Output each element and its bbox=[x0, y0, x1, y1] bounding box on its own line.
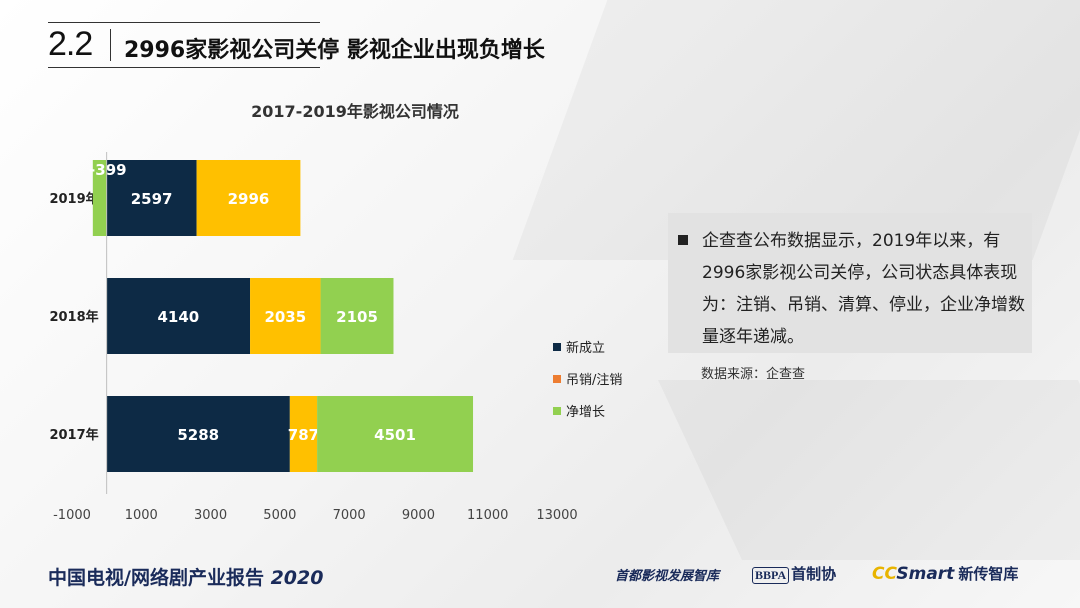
bar-revoked-cancelled bbox=[250, 278, 321, 354]
bar-value-label: 2996 bbox=[228, 190, 270, 208]
info-box: 企查查公布数据显示，2019年以来，有2996家影视公司关停，公司状态具体表现为… bbox=[668, 213, 1032, 353]
x-tick-label: -1000 bbox=[53, 508, 91, 523]
bbpa-mark: BBPA bbox=[752, 567, 790, 584]
think-tank-logo: 首都影视发展智库 bbox=[615, 569, 720, 584]
legend-label: 吊销/注销 bbox=[566, 373, 622, 388]
section-header: 2.2 bbox=[48, 22, 320, 68]
x-tick-label: 3000 bbox=[194, 508, 227, 523]
legend-label: 新成立 bbox=[566, 340, 605, 356]
bar-revoked-cancelled bbox=[289, 396, 318, 472]
bar-value-label: 4140 bbox=[157, 308, 199, 326]
bar-value-label: 2597 bbox=[131, 190, 173, 208]
footer-report-name: 中国电视/网络剧产业报告 bbox=[48, 567, 264, 589]
bar-net-growth bbox=[92, 160, 107, 236]
bar-new-established bbox=[106, 160, 197, 236]
x-tick-label: 13000 bbox=[536, 508, 577, 523]
bar-revoked-cancelled bbox=[196, 160, 301, 236]
ccsmart-mark: CC bbox=[872, 564, 897, 584]
page-title: 2996家影视公司关停 影视企业出现负增长 bbox=[124, 38, 545, 63]
x-tick-label: 11000 bbox=[467, 508, 508, 523]
footer-year: 2020 bbox=[270, 567, 324, 589]
bar-value-label: 787 bbox=[288, 426, 319, 444]
section-number: 2.2 bbox=[48, 25, 93, 63]
bar-value-label: 2105 bbox=[336, 308, 378, 326]
bar-new-established bbox=[106, 278, 251, 354]
footer-title: 中国电视/网络剧产业报告 2020 bbox=[48, 563, 323, 590]
bbpa-logo: BBPA 首制协 bbox=[752, 563, 836, 584]
category-label: 2019年 bbox=[49, 191, 98, 207]
info-text: 企查查公布数据显示，2019年以来，有2996家影视公司关停，公司状态具体表现为… bbox=[702, 231, 1025, 347]
category-label: 2017年 bbox=[49, 427, 98, 443]
bar-net-growth bbox=[320, 278, 394, 354]
ccsmart-logo: CCSmart 新传智库 bbox=[872, 563, 1018, 584]
bar-value-label: 4501 bbox=[374, 426, 416, 444]
legend-swatch bbox=[553, 407, 561, 415]
x-tick-label: 1000 bbox=[125, 508, 158, 523]
x-tick-label: 7000 bbox=[333, 508, 366, 523]
x-tick-label: 9000 bbox=[402, 508, 435, 523]
header-divider bbox=[110, 29, 111, 61]
bar-value-label: -399 bbox=[89, 161, 127, 179]
bar-new-established bbox=[106, 396, 290, 472]
bullet-icon bbox=[678, 235, 688, 245]
category-label: 2018年 bbox=[49, 309, 98, 325]
legend-swatch bbox=[553, 343, 561, 351]
bar-value-label: 2035 bbox=[264, 308, 306, 326]
legend-label: 净增长 bbox=[566, 405, 605, 420]
x-tick-label: 5000 bbox=[263, 508, 296, 523]
ccsmart-smart: Smart bbox=[896, 564, 955, 584]
bbpa-name: 首制协 bbox=[791, 565, 837, 583]
chart-title: 2017-2019年影视公司情况 bbox=[251, 102, 459, 121]
source-note: 数据来源：企查查 bbox=[701, 367, 806, 382]
bar-net-growth bbox=[317, 396, 474, 472]
legend-swatch bbox=[553, 375, 561, 383]
ccsmart-name: 新传智库 bbox=[958, 565, 1019, 583]
bar-value-label: 5288 bbox=[177, 426, 219, 444]
